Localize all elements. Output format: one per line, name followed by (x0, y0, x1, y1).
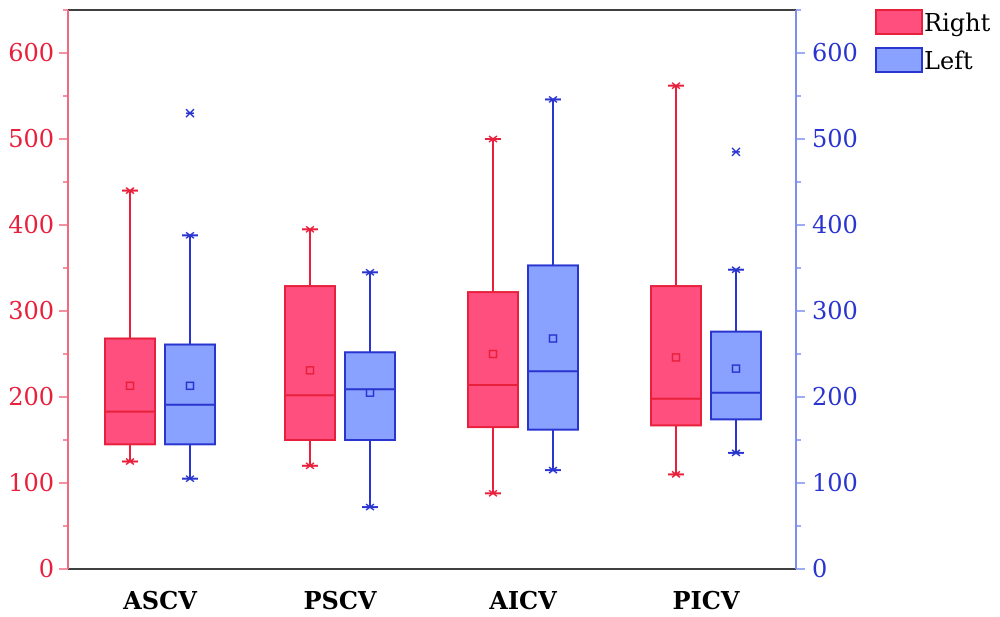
whisker-end-marker (671, 470, 681, 478)
category-label-ascv: ASCV (122, 586, 197, 615)
whisker-end-marker (185, 475, 195, 483)
box-right-ascv (104, 187, 156, 466)
legend-label-left: Left (924, 47, 973, 75)
legend-swatch-right (875, 9, 923, 35)
iqr-box (344, 351, 396, 441)
category-label-pscv: PSCV (303, 586, 376, 615)
right-tick-label: 300 (812, 297, 858, 325)
right-tick-label: 0 (812, 555, 827, 583)
box-right-picv (650, 82, 702, 478)
right-y-axis: 0 100 200 300 400 500 600 (795, 9, 858, 583)
box-left-ascv (164, 108, 216, 483)
left-tick-label: 300 (8, 297, 54, 325)
box-left-pscv (344, 268, 396, 511)
mean-marker (488, 349, 498, 359)
mean-marker (731, 364, 741, 373)
outlier-point (731, 147, 741, 157)
box-left-aicv (527, 95, 579, 474)
mean-marker (185, 381, 195, 391)
whisker-end-marker (185, 231, 195, 239)
whisker-end-marker (125, 457, 135, 466)
whisker-end-marker (548, 95, 558, 104)
iqr-box (104, 337, 156, 446)
outlier-point (185, 108, 195, 118)
mean-marker (305, 366, 315, 375)
right-tick-label: 600 (812, 39, 858, 67)
whisker-end-marker (488, 135, 498, 143)
whisker-end-marker (671, 82, 681, 90)
mean-marker (548, 334, 558, 343)
left-tick-label: 600 (8, 39, 54, 67)
whisker-end-marker (305, 462, 315, 470)
mean-marker (671, 353, 681, 362)
left-tick-label: 0 (39, 555, 54, 583)
whisker-end-marker (305, 225, 315, 233)
box-right-aicv (467, 135, 519, 497)
whisker-end-marker (365, 503, 375, 511)
iqr-box (467, 291, 519, 429)
legend-label-right: Right (924, 9, 991, 37)
mean-marker (125, 381, 135, 391)
left-tick-label: 500 (8, 125, 54, 153)
whisker-end-marker (731, 266, 741, 274)
iqr-box (527, 264, 579, 431)
left-y-axis: 0 100 200 300 400 500 600 (8, 9, 69, 583)
box-left-picv (710, 147, 762, 457)
series-right (104, 82, 702, 497)
series-left (164, 95, 762, 511)
whisker-end-marker (548, 466, 558, 474)
category-label-picv: PICV (673, 586, 740, 615)
whisker-end-marker (125, 187, 135, 195)
left-tick-label: 200 (8, 383, 54, 411)
right-tick-label: 400 (812, 211, 858, 239)
iqr-box (284, 285, 336, 441)
whisker-end-marker (365, 268, 375, 276)
legend: Right Left (875, 9, 991, 75)
iqr-box (710, 330, 762, 421)
right-tick-label: 100 (812, 469, 858, 497)
legend-swatch-left (875, 47, 923, 73)
left-tick-label: 400 (8, 211, 54, 239)
iqr-box (164, 343, 216, 446)
box-right-pscv (284, 225, 336, 470)
right-tick-label: 200 (812, 383, 858, 411)
plot-area (68, 9, 796, 570)
left-tick-label: 100 (8, 469, 54, 497)
box-series-group (104, 82, 762, 511)
whisker-end-marker (488, 489, 498, 497)
whisker-end-marker (731, 449, 741, 457)
category-label-aicv: AICV (488, 586, 557, 615)
x-axis-categories: ASCV PSCV AICV PICV (122, 586, 740, 615)
right-tick-label: 500 (812, 125, 858, 153)
mean-marker (365, 388, 375, 397)
iqr-box (650, 285, 702, 427)
